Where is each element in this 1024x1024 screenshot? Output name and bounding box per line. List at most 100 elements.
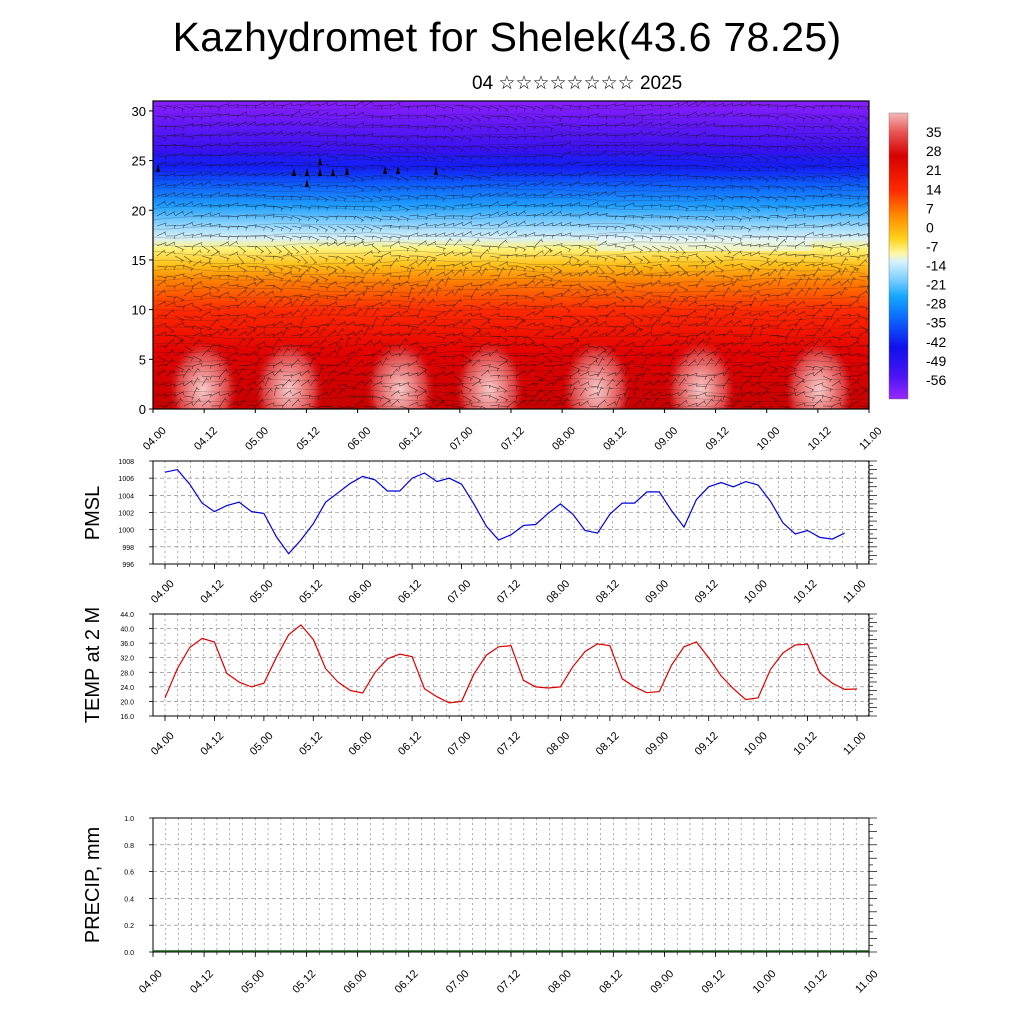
cs-y-tick-label: 20 xyxy=(132,203,146,218)
cs-y-tick-label: 10 xyxy=(132,303,146,318)
pennant-marker xyxy=(318,157,322,165)
cross-section-panel: 0 5 10 15 20 25 30 04.00 04.12 05.00 05.12 06.00 06… xyxy=(132,100,885,453)
isoline xyxy=(153,122,866,129)
cs-y-tick-label: 0 xyxy=(139,402,146,417)
temp-series-line xyxy=(164,624,858,704)
colorbar: 35 28 21 14 7 0 -7 -14 -21 -28 -35 -42 -49 -56 xyxy=(888,112,946,400)
x-tick-label: 08.12 xyxy=(594,730,622,758)
cs-x-tick-label: 09.12 xyxy=(703,425,731,453)
isoline xyxy=(153,323,866,330)
cs-x-tick-label: 10.12 xyxy=(806,425,834,453)
x-tick-label: 07.00 xyxy=(444,968,472,996)
isoline xyxy=(153,341,866,349)
colorbar-label: 35 xyxy=(926,124,942,140)
colorbar-label: 7 xyxy=(926,200,934,216)
pennant-marker xyxy=(331,168,335,176)
colorbar-label: -14 xyxy=(926,258,946,274)
y-tick-label: 0.0 xyxy=(124,950,134,957)
pennant-marker xyxy=(305,179,309,187)
isoline xyxy=(153,259,866,266)
y-tick-label: 16.0 xyxy=(120,714,134,721)
pennant-marker xyxy=(345,167,349,175)
pennant-marker xyxy=(383,166,387,174)
x-tick-label: 11.00 xyxy=(853,968,880,995)
x-tick-label: 10.12 xyxy=(791,578,819,606)
colorbar-label: -28 xyxy=(926,296,946,312)
y-tick-label: 36.0 xyxy=(120,641,134,648)
x-tick-label: 10.00 xyxy=(742,730,770,758)
isoline xyxy=(153,232,866,239)
x-tick-label: 06.12 xyxy=(396,730,424,758)
surface-heat-cell xyxy=(664,327,737,409)
y-tick-label: 24.0 xyxy=(120,685,134,692)
x-tick-label: 08.00 xyxy=(544,578,572,606)
colorbar-label: -49 xyxy=(926,353,946,369)
cs-x-tick-label: 09.00 xyxy=(652,425,680,453)
x-tick-label: 10.12 xyxy=(791,730,819,758)
isoline xyxy=(153,277,866,285)
x-tick-label: 04.12 xyxy=(198,730,226,758)
cs-x-tick-label: 05.12 xyxy=(294,425,322,453)
x-tick-label: 10.12 xyxy=(802,968,830,996)
x-tick-label: 04.00 xyxy=(149,578,177,606)
isoline xyxy=(153,131,866,138)
precip-y-label: PRECIP, mm xyxy=(82,827,104,943)
surface-heat-cell xyxy=(364,327,437,409)
isoline xyxy=(153,369,866,376)
x-tick-label: 06.00 xyxy=(347,730,375,758)
x-tick-label: 08.12 xyxy=(597,968,625,996)
x-tick-label: 05.00 xyxy=(248,578,276,606)
x-tick-label: 11.00 xyxy=(841,578,868,605)
y-tick-label: 44.0 xyxy=(120,612,134,619)
isoline xyxy=(153,168,866,175)
x-tick-label: 08.00 xyxy=(544,730,572,758)
isoline xyxy=(153,195,866,202)
pmsl-y-label: PMSL xyxy=(82,486,104,540)
x-tick-label: 05.00 xyxy=(239,968,267,996)
mid-level-cool-patch xyxy=(596,237,812,252)
precip-axes: 0.0 0.2 0.4 0.6 0.8 1.0 04.00 04.12 05.00 05.12 06… xyxy=(124,816,880,996)
cross-section-y-axis: 0 5 10 15 20 25 30 xyxy=(132,104,153,417)
cs-x-tick-label: 06.12 xyxy=(397,425,425,453)
cs-x-tick-label: 07.12 xyxy=(499,425,527,453)
x-tick-label: 04.00 xyxy=(137,968,165,996)
page-subtitle: 04 ☆☆☆☆☆☆☆☆ 2025 xyxy=(472,73,683,94)
isoline xyxy=(153,287,866,294)
cs-x-tick-label: 08.12 xyxy=(601,425,629,453)
colorbar-label: -56 xyxy=(926,372,946,388)
cs-y-tick-label: 5 xyxy=(139,352,146,367)
x-tick-label: 05.12 xyxy=(297,730,325,758)
colorbar-label: 28 xyxy=(926,143,942,159)
temp-y-label: TEMP at 2 M xyxy=(82,607,104,723)
pmsl-panel: 996 998 1000 1002 1004 1006 1008 04.00 04.12 05.0… xyxy=(82,459,877,606)
y-tick-label: 32.0 xyxy=(120,656,134,663)
y-tick-label: 1002 xyxy=(118,511,134,518)
page-title: Kazhydromet for Shelek(43.6 78.25) xyxy=(172,14,842,60)
cs-x-tick-label: 06.00 xyxy=(345,425,373,453)
y-tick-label: 0.4 xyxy=(124,896,134,903)
x-tick-label: 09.12 xyxy=(699,968,727,996)
cs-y-tick-label: 15 xyxy=(132,253,146,268)
x-tick-label: 08.00 xyxy=(546,968,574,996)
x-tick-label: 08.12 xyxy=(594,578,622,606)
pennant-marker xyxy=(318,168,322,176)
isoline xyxy=(153,268,866,275)
y-tick-label: 1000 xyxy=(118,528,134,535)
isoline xyxy=(153,149,865,157)
isoline xyxy=(153,332,866,339)
surface-heat-cell xyxy=(167,327,240,409)
colorbar-gradient xyxy=(888,112,909,400)
x-tick-label: 09.00 xyxy=(643,578,671,606)
colorbar-label: 14 xyxy=(926,181,942,197)
isoline xyxy=(153,396,866,404)
isoline xyxy=(153,140,866,148)
x-tick-label: 04.00 xyxy=(149,730,177,758)
y-tick-label: 996 xyxy=(122,562,134,569)
y-tick-label: 0.8 xyxy=(124,843,134,850)
y-tick-label: 0.2 xyxy=(124,923,134,930)
pmsl-series-line xyxy=(164,468,845,555)
cs-x-tick-label: 04.00 xyxy=(141,425,169,453)
precip-grid xyxy=(152,817,870,953)
x-tick-label: 09.00 xyxy=(643,730,671,758)
